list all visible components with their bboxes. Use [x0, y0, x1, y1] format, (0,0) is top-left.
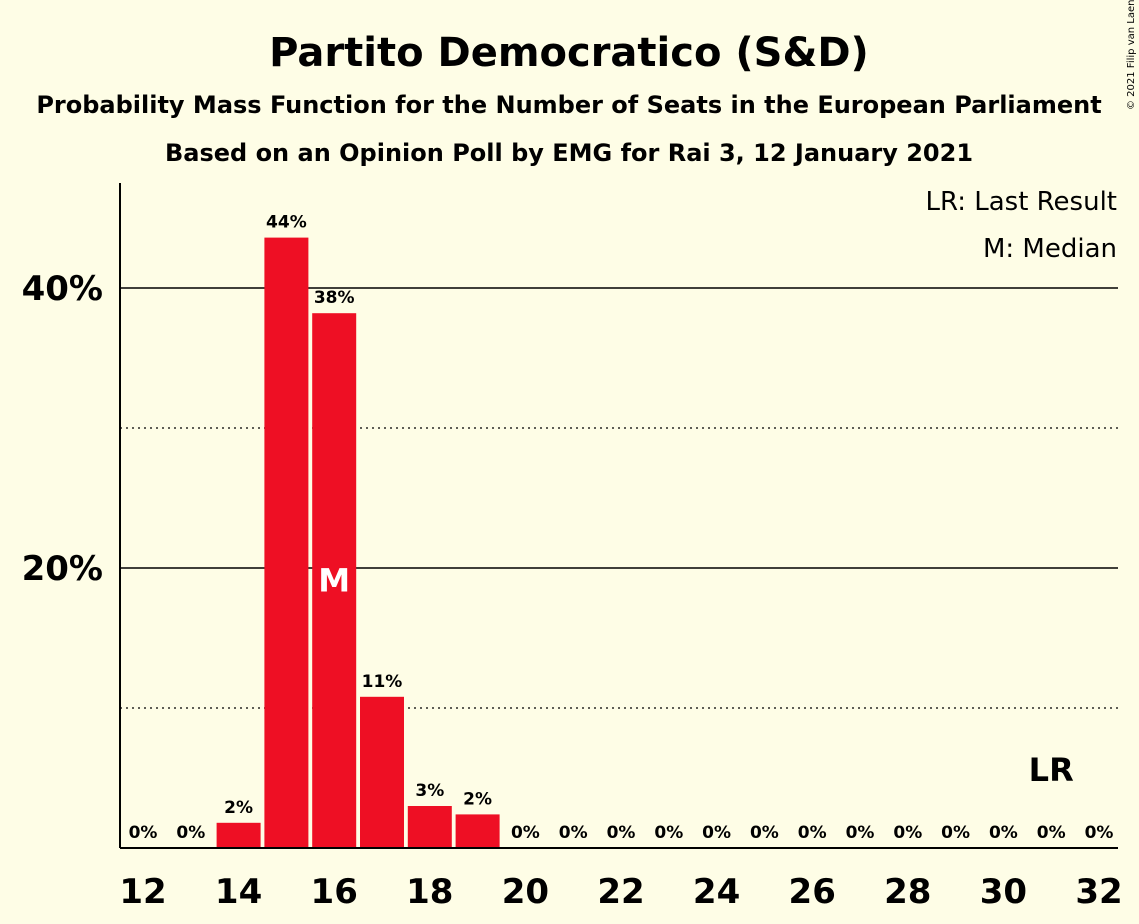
data-label-18: 3%	[415, 781, 444, 801]
data-label-17: 11%	[362, 672, 403, 692]
data-label-28: 0%	[893, 823, 922, 843]
data-label-22: 0%	[607, 823, 636, 843]
bar-18	[407, 806, 452, 848]
legend-median: M: Median	[983, 234, 1117, 264]
x-tick-label: 24	[693, 872, 740, 912]
x-tick-label: 14	[215, 872, 262, 912]
data-label-24: 0%	[702, 823, 731, 843]
chart-subtitle-source: Based on an Opinion Poll by EMG for Rai …	[165, 139, 973, 167]
data-label-20: 0%	[511, 823, 540, 843]
data-label-25: 0%	[750, 823, 779, 843]
bar-16	[312, 313, 357, 848]
data-label-12: 0%	[129, 823, 158, 843]
data-label-26: 0%	[798, 823, 827, 843]
data-label-15: 44%	[266, 213, 307, 233]
chart-title: Partito Democratico (S&D)	[269, 30, 869, 76]
x-tick-label: 12	[119, 872, 166, 912]
x-tick-label: 28	[884, 872, 931, 912]
data-label-19: 2%	[463, 789, 492, 809]
data-label-21: 0%	[559, 823, 588, 843]
bar-15	[264, 237, 309, 849]
bars	[216, 237, 500, 849]
data-label-16: 38%	[314, 288, 355, 308]
x-tick-label: 20	[502, 872, 549, 912]
legend-last-result: LR: Last Result	[925, 187, 1117, 217]
data-label-32: 0%	[1085, 823, 1114, 843]
bar-19	[455, 814, 500, 848]
y-tick-label: 20%	[22, 549, 103, 589]
data-label-30: 0%	[989, 823, 1018, 843]
axes: 20% 40% 12 14 16 18 20 22 24 26 28 30 32	[22, 183, 1123, 912]
x-tick-label: 30	[980, 872, 1027, 912]
x-tick-label: 32	[1075, 872, 1122, 912]
last-result-marker: LR	[1029, 751, 1074, 789]
y-tick-label: 40%	[22, 269, 103, 309]
data-label-27: 0%	[846, 823, 875, 843]
chart-subtitle: Probability Mass Function for the Number…	[36, 91, 1101, 119]
data-label-29: 0%	[941, 823, 970, 843]
x-tick-label: 26	[789, 872, 836, 912]
x-tick-label: 16	[311, 872, 358, 912]
bar-17	[360, 696, 404, 848]
x-tick-label: 18	[406, 872, 453, 912]
bar-14	[216, 822, 261, 848]
data-label-14: 2%	[224, 798, 253, 818]
data-labels: 0% 0% 2% 44% 38% 11% 3% 2% 0% 0% 0% 0% 0% 0% 0% 0% 0% 0% 0…	[129, 213, 1114, 843]
credit: © 2021 Filip van Laenen	[1126, 0, 1137, 110]
median-marker: M	[318, 562, 350, 600]
data-label-31: 0%	[1037, 823, 1066, 843]
data-label-23: 0%	[654, 823, 683, 843]
data-label-13: 0%	[176, 823, 205, 843]
x-tick-label: 22	[597, 872, 644, 912]
